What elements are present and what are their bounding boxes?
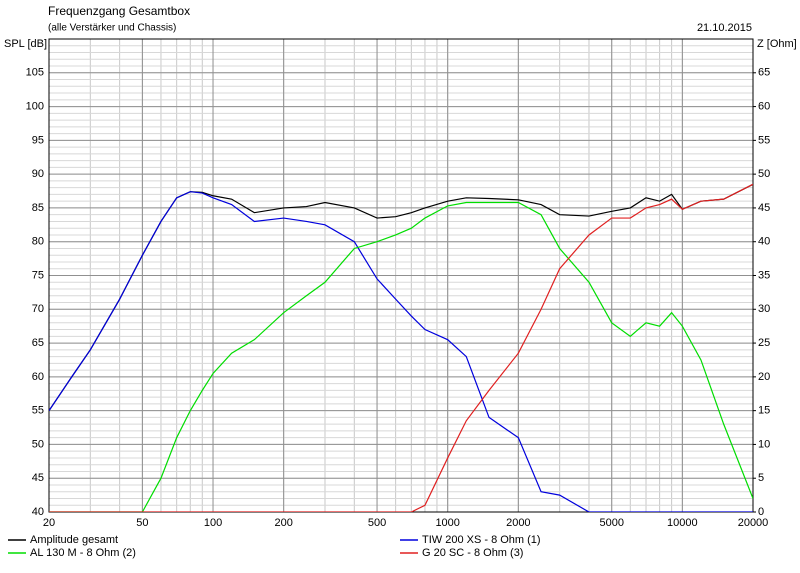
- y2-tick-label: 5: [758, 472, 764, 484]
- y-axis-label: SPL [dB]: [4, 38, 47, 50]
- y-tick-label: 95: [32, 134, 44, 146]
- y-tick-label: 75: [32, 269, 44, 281]
- y-tick-label: 85: [32, 202, 44, 214]
- y-tick-label: 60: [32, 371, 44, 383]
- x-tick-label: 200: [274, 517, 292, 529]
- series-line: [49, 201, 753, 512]
- legend-label: AL 130 M - 8 Ohm (2): [30, 547, 136, 559]
- y2-tick-label: 60: [758, 100, 770, 112]
- y2-tick-label: 30: [758, 303, 770, 315]
- y-tick-label: 50: [32, 438, 44, 450]
- y-tick-label: 105: [26, 67, 44, 79]
- y-tick-label: 65: [32, 337, 44, 349]
- y2-tick-label: 10: [758, 438, 770, 450]
- y-tick-label: 55: [32, 405, 44, 417]
- y2-tick-label: 65: [758, 67, 770, 79]
- plot-area: [49, 183, 753, 512]
- series-line: [49, 183, 753, 512]
- series-line: [49, 191, 753, 512]
- y2-axis-label: Z [Ohm]: [757, 38, 797, 50]
- y2-tick-label: 45: [758, 202, 770, 214]
- y-tick-label: 80: [32, 236, 44, 248]
- y-tick-label: 45: [32, 472, 44, 484]
- x-tick-label: 20: [43, 517, 55, 529]
- chart-date: 21.10.2015: [697, 22, 752, 34]
- x-tick-label: 500: [368, 517, 386, 529]
- x-tick-label: 20000: [738, 517, 769, 529]
- x-tick-label: 5000: [599, 517, 623, 529]
- y-tick-label: 70: [32, 303, 44, 315]
- y-tick-label: 100: [26, 100, 44, 112]
- x-tick-label: 100: [204, 517, 222, 529]
- legend-label: Amplitude gesamt: [30, 534, 118, 546]
- x-tick-label: 10000: [667, 517, 698, 529]
- x-tick-label: 2000: [506, 517, 530, 529]
- y2-tick-label: 50: [758, 168, 770, 180]
- y2-tick-label: 35: [758, 269, 770, 281]
- y-tick-label: 90: [32, 168, 44, 180]
- y2-tick-label: 40: [758, 236, 770, 248]
- y2-tick-label: 20: [758, 371, 770, 383]
- chart-title: Frequenzgang Gesamtbox: [48, 4, 190, 18]
- x-tick-label: 50: [136, 517, 148, 529]
- x-tick-label: 1000: [435, 517, 459, 529]
- y2-tick-label: 0: [758, 506, 764, 518]
- legend-label: G 20 SC - 8 Ohm (3): [422, 547, 523, 559]
- y2-tick-label: 15: [758, 405, 770, 417]
- chart-subtitle: (alle Verstärker und Chassis): [48, 23, 176, 34]
- y2-tick-label: 55: [758, 134, 770, 146]
- y-tick-label: 40: [32, 506, 44, 518]
- legend-label: TIW 200 XS - 8 Ohm (1): [422, 534, 541, 546]
- y2-tick-label: 25: [758, 337, 770, 349]
